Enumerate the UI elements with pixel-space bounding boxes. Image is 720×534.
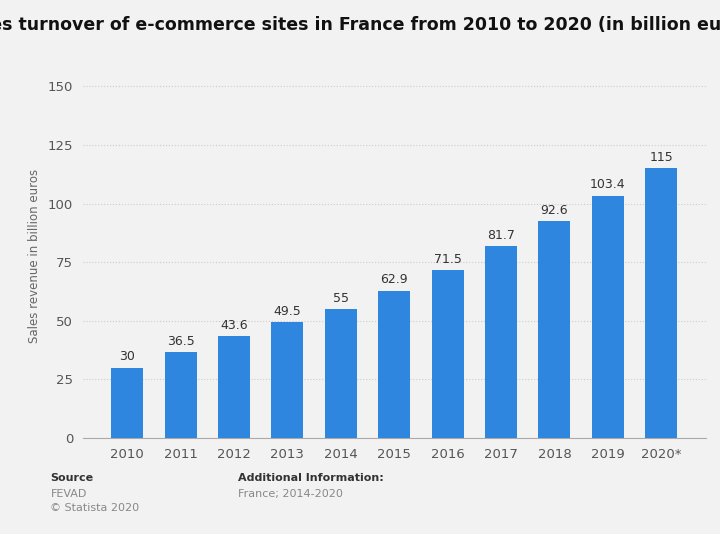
Bar <box>271 322 303 438</box>
Text: 71.5: 71.5 <box>433 253 462 266</box>
Text: FEVAD: FEVAD <box>50 489 87 499</box>
Text: © Statista 2020: © Statista 2020 <box>50 503 140 513</box>
Bar <box>645 168 678 438</box>
Text: 92.6: 92.6 <box>541 204 568 217</box>
Bar <box>378 290 410 438</box>
Bar <box>485 247 517 438</box>
Bar <box>218 336 250 438</box>
Bar <box>325 309 357 438</box>
Text: 62.9: 62.9 <box>380 273 408 286</box>
Text: 43.6: 43.6 <box>220 318 248 332</box>
Bar <box>165 352 197 438</box>
Text: Sales turnover of e-commerce sites in France from 2010 to 2020 (in billion euros: Sales turnover of e-commerce sites in Fr… <box>0 16 720 34</box>
Y-axis label: Sales revenue in billion euros: Sales revenue in billion euros <box>27 169 40 343</box>
Bar <box>111 367 143 438</box>
Text: France; 2014-2020: France; 2014-2020 <box>238 489 343 499</box>
Text: 115: 115 <box>649 151 673 164</box>
Text: 30: 30 <box>120 350 135 363</box>
Text: 49.5: 49.5 <box>274 305 301 318</box>
Bar <box>592 195 624 438</box>
Text: 103.4: 103.4 <box>590 178 626 191</box>
Bar <box>539 221 570 438</box>
Text: 55: 55 <box>333 292 348 305</box>
Text: Additional Information:: Additional Information: <box>238 473 383 483</box>
Text: Source: Source <box>50 473 94 483</box>
Bar <box>431 270 464 438</box>
Text: 81.7: 81.7 <box>487 229 515 242</box>
Text: 36.5: 36.5 <box>166 335 194 348</box>
